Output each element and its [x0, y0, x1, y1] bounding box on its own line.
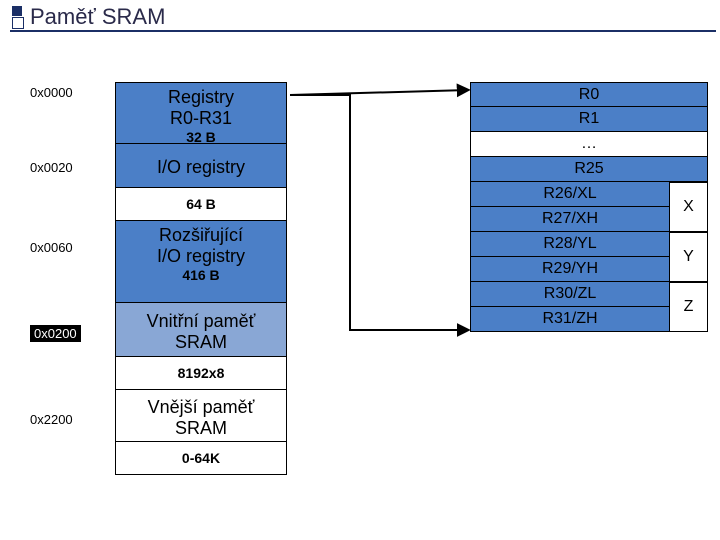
- register-row: R29/YH: [470, 257, 670, 282]
- register-row: R30/ZL: [470, 282, 670, 307]
- memory-cell-size: 64 B: [115, 188, 287, 221]
- address-label: 0x2200: [30, 412, 73, 427]
- register-label: R28/YL: [543, 235, 596, 253]
- register-label: R30/ZL: [544, 285, 596, 303]
- memory-cell-size: 416 B: [116, 267, 286, 287]
- address-label: 0x0060: [30, 240, 73, 255]
- memory-cell-title: Vnitřní paměťSRAM: [147, 307, 256, 353]
- header-icon: [12, 6, 24, 29]
- header: Paměť SRAM: [12, 3, 720, 31]
- address-label: 0x0000: [30, 85, 73, 100]
- header-rule: [10, 30, 716, 32]
- memory-cell-title: RozšiřujícíI/O registry: [116, 221, 286, 267]
- page: Paměť SRAM 0x0000 0x0020 0x0060 0x0200 0x220…: [0, 0, 720, 540]
- register-label: R26/XL: [543, 185, 596, 203]
- memory-cell: RozšiřujícíI/O registry416 B: [115, 221, 287, 303]
- register-label: R29/YH: [542, 260, 598, 278]
- memory-cell: Vnitřní paměťSRAM: [115, 303, 287, 357]
- register-row: R28/YL: [470, 232, 670, 257]
- register-row: R1: [470, 107, 708, 132]
- register-row: R31/ZH: [470, 307, 670, 332]
- register-label: …: [581, 135, 597, 153]
- memory-map: RegistryR0-R3132 B I/O registry 64 BRozšiř…: [115, 82, 287, 475]
- memory-cell-title: RegistryR0-R31: [116, 83, 286, 129]
- register-group: X: [670, 182, 708, 232]
- register-group: Z: [670, 282, 708, 332]
- memory-cell-title: I/O registry: [157, 153, 245, 178]
- memory-cell: Vnější paměťSRAM: [115, 390, 287, 442]
- page-title: Paměť SRAM: [30, 4, 165, 30]
- register-label: R0: [579, 86, 599, 104]
- register-label: R25: [574, 160, 603, 178]
- register-row: R25: [470, 157, 708, 182]
- memory-cell: I/O registry: [115, 144, 287, 188]
- memory-cell-size: 0-64K: [115, 442, 287, 475]
- address-label: 0x0020: [30, 160, 73, 175]
- address-label: 0x0200: [30, 325, 81, 342]
- register-label: R27/XH: [542, 210, 598, 228]
- register-label: R1: [579, 110, 599, 128]
- register-row: …: [470, 132, 708, 157]
- register-row: R27/XH: [470, 207, 670, 232]
- register-group: Y: [670, 232, 708, 282]
- memory-cell: RegistryR0-R3132 B: [115, 82, 287, 144]
- register-label: R31/ZH: [542, 310, 597, 328]
- register-row: R0: [470, 82, 708, 107]
- memory-cell-title: Vnější paměťSRAM: [148, 393, 255, 439]
- register-row: R26/XL: [470, 182, 670, 207]
- memory-cell-size: 8192x8: [115, 357, 287, 390]
